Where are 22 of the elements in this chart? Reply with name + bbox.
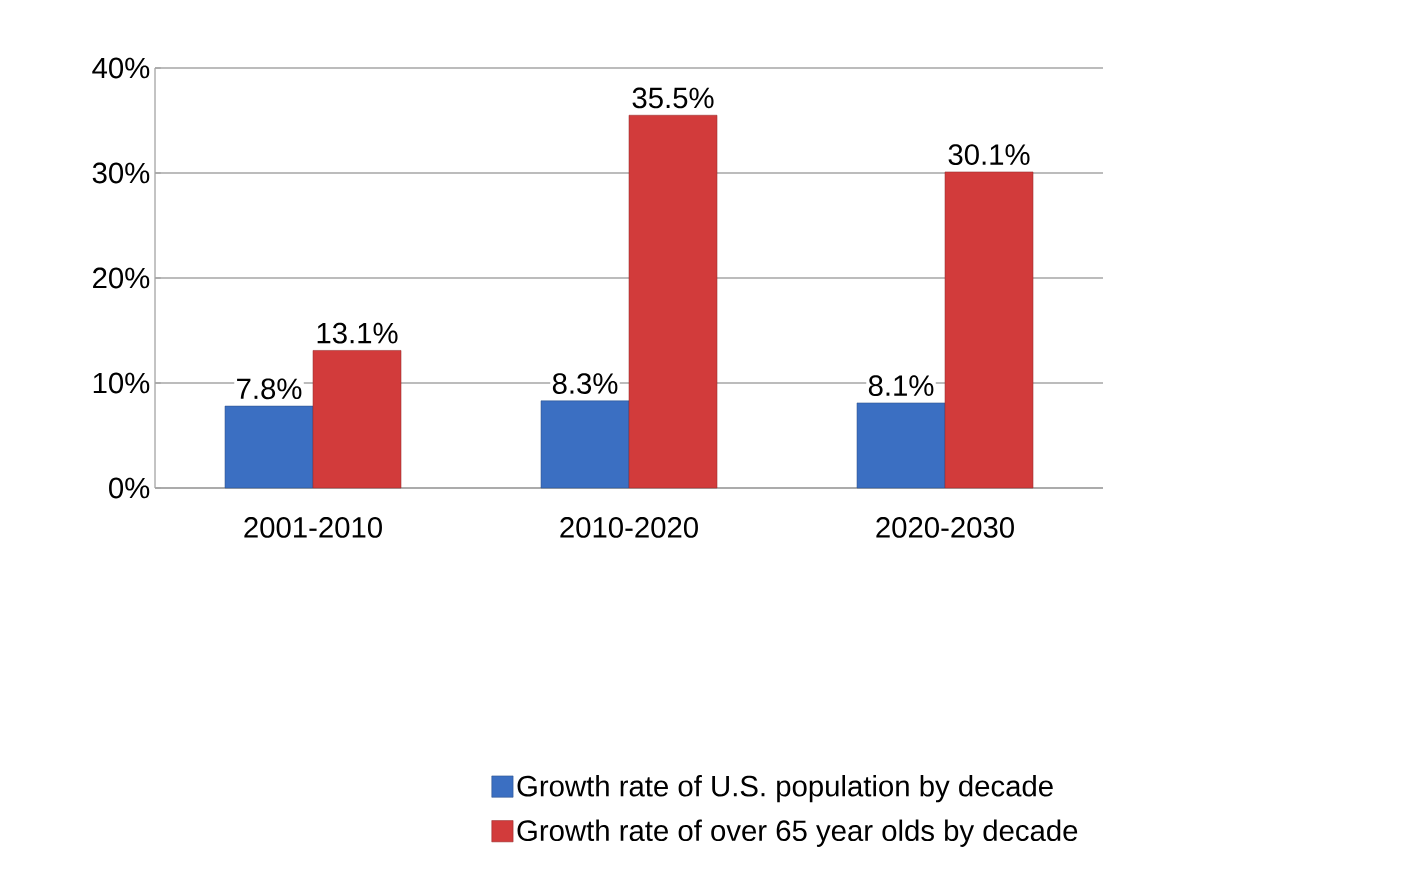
y-tick-label: 40%: [92, 57, 150, 79]
data-label: 13.1%: [317, 322, 398, 344]
y-tick-label: 30%: [92, 162, 150, 184]
bar: [312, 350, 402, 489]
x-tick-label: 2020-2030: [876, 517, 1014, 538]
bar: [540, 400, 630, 489]
data-label: 30.1%: [948, 144, 1030, 166]
y-tick-label: 0%: [109, 477, 150, 499]
data-label: 8.3%: [552, 373, 618, 394]
x-tick-label: 2010-2020: [560, 517, 698, 538]
bar: [628, 114, 718, 489]
data-label: 8.1%: [868, 375, 934, 397]
data-label: 7.8%: [237, 378, 302, 400]
bar: [856, 402, 946, 489]
y-tick-label: 20%: [93, 267, 150, 289]
data-label: 35.5%: [632, 87, 714, 109]
bar: [944, 171, 1034, 489]
legend-label: Growth rate of U.S. population by decade: [517, 774, 1053, 803]
legend-label: Growth rate of over 65 year olds by decade: [517, 819, 1078, 847]
y-tick-label: 10%: [93, 372, 150, 394]
x-tick-label: 2001-2010: [244, 517, 382, 538]
bar: [224, 405, 314, 489]
